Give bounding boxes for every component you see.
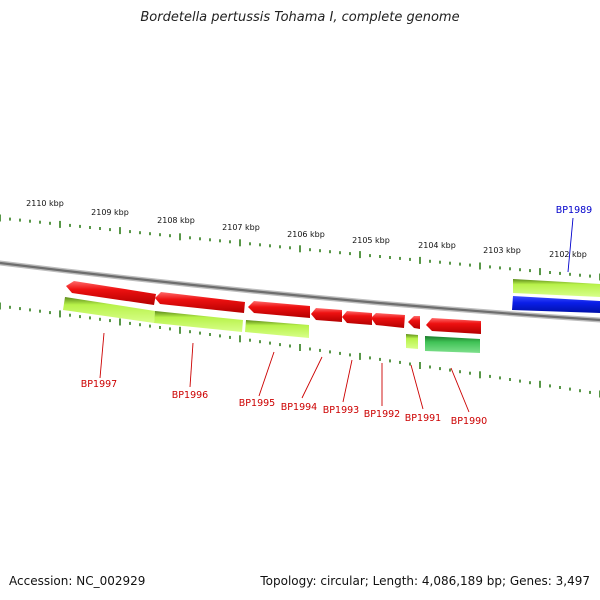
leader-bp1991 — [410, 364, 424, 410]
gene-bp1991[interactable] — [408, 316, 420, 329]
ruler-labels: 2110 kbp 2109 kbp 2108 kbp 2107 kbp 2106 kbp… — [26, 199, 587, 259]
label-bp1994: BP1994 — [281, 402, 317, 413]
leader-bp1990 — [450, 367, 470, 413]
gene-bp1991-reverse[interactable] — [406, 334, 418, 349]
genome-backbone-core — [0, 261, 600, 322]
inner-tick-ring — [0, 302, 600, 398]
ruler-label: 2106 kbp — [287, 230, 325, 239]
leader-bp1993 — [342, 359, 353, 403]
label-bp1990: BP1990 — [451, 416, 487, 427]
ruler-label: 2109 kbp — [91, 208, 129, 217]
label-bp1992: BP1992 — [364, 409, 400, 420]
accession-label: Accession: NC_002929 — [9, 574, 146, 588]
gene-bp1995-reverse[interactable] — [245, 320, 309, 338]
label-bp1991: BP1991 — [405, 413, 441, 424]
leader-bp1997 — [99, 332, 105, 379]
gene-leader-lines — [99, 217, 574, 413]
gene-bp1990[interactable] — [426, 318, 481, 334]
ruler-label: 2102 kbp — [549, 250, 587, 259]
gene-bp1995[interactable] — [248, 301, 310, 318]
label-bp1997: BP1997 — [81, 379, 117, 390]
gene-bp1989[interactable] — [512, 296, 600, 313]
gene-bp1994[interactable] — [311, 308, 342, 322]
ruler-label: 2108 kbp — [157, 216, 195, 225]
reverse-strand-genes — [63, 279, 600, 353]
gene-bp1997-reverse[interactable] — [63, 297, 155, 323]
gene-bp1993[interactable] — [342, 311, 372, 325]
ruler-label: 2110 kbp — [26, 199, 64, 208]
label-bp1995: BP1995 — [239, 398, 275, 409]
leader-bp1989 — [567, 217, 574, 273]
leader-bp1996 — [189, 342, 194, 388]
gene-labels: BP1997 BP1996 BP1995 BP1994 BP1993 BP199… — [81, 205, 592, 427]
forward-strand-genes — [66, 281, 481, 334]
label-bp1993: BP1993 — [323, 405, 359, 416]
gene-bp1990-reverse[interactable] — [425, 336, 480, 353]
genome-summary: Topology: circular; Length: 4,086,189 bp… — [260, 574, 590, 588]
gene-bp1997[interactable] — [66, 281, 156, 305]
ruler-label: 2105 kbp — [352, 236, 390, 245]
gene-bp1989-reverse[interactable] — [513, 279, 600, 297]
label-bp1989: BP1989 — [556, 205, 592, 216]
page-title: Bordetella pertussis Tohama I, complete … — [140, 10, 460, 25]
label-bp1996: BP1996 — [172, 390, 208, 401]
gene-bp1996-reverse[interactable] — [154, 311, 243, 332]
ruler-label: 2103 kbp — [483, 246, 521, 255]
gene-bp1996[interactable] — [155, 292, 245, 313]
ruler-label: 2104 kbp — [418, 241, 456, 250]
ruler-label: 2107 kbp — [222, 223, 260, 232]
leader-bp1994 — [301, 356, 323, 399]
outer-tick-ring — [0, 214, 600, 281]
leader-bp1995 — [258, 351, 275, 397]
gene-bp1992[interactable] — [371, 313, 405, 328]
